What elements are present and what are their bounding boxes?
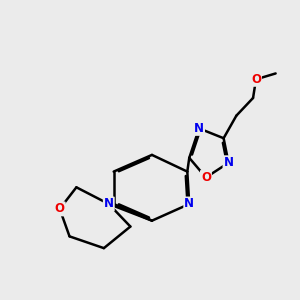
- Text: N: N: [194, 122, 204, 135]
- Text: O: O: [201, 171, 211, 184]
- Text: N: N: [224, 156, 233, 169]
- Text: O: O: [55, 202, 65, 215]
- Text: N: N: [104, 197, 114, 211]
- Text: N: N: [184, 197, 194, 211]
- Text: O: O: [251, 73, 261, 86]
